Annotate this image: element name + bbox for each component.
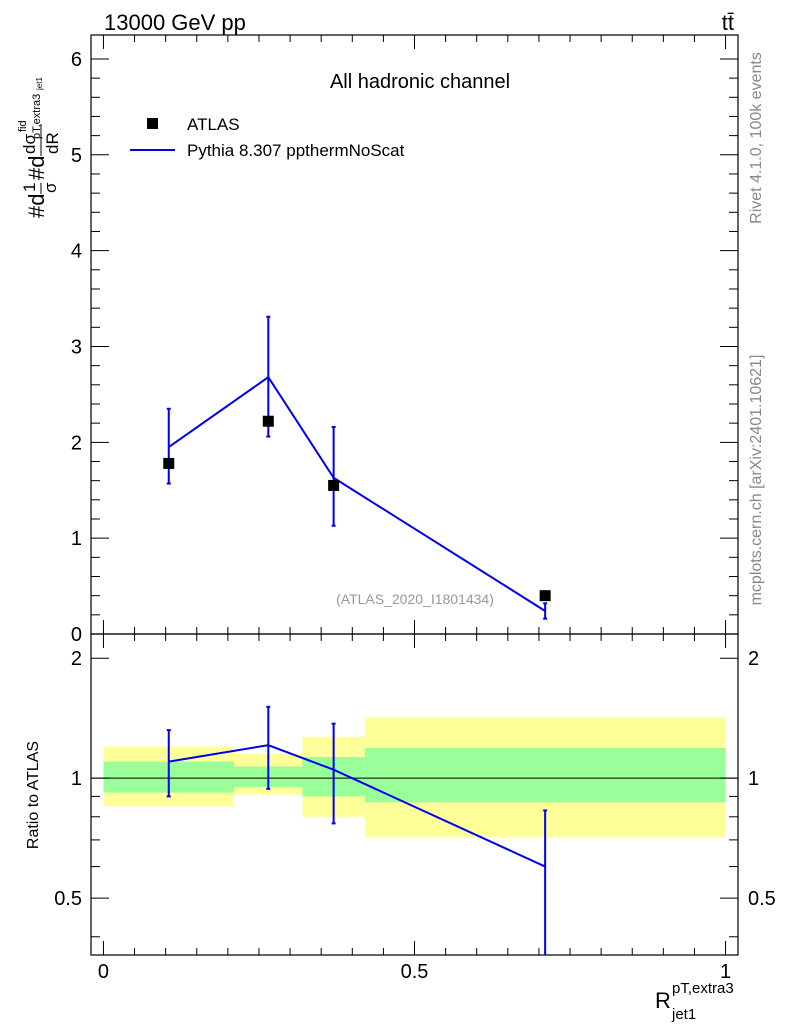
ratio-series-line — [168, 744, 546, 868]
y-tick-label-main: 3 — [71, 336, 82, 358]
analysis-label: (ATLAS_2020_I1801434) — [336, 591, 494, 607]
ylabel-prefix: #d — [24, 194, 49, 218]
legend-atlas-label: ATLAS — [187, 115, 240, 134]
legend-mc-label: Pythia 8.307 ppthermNoScat — [187, 141, 405, 160]
y-tick-label-ratio: 0.5 — [54, 888, 82, 910]
x-axis-label: R pT,extra3 jet1 — [655, 980, 734, 1023]
legend-atlas-marker — [147, 118, 158, 129]
x-tick-label: 0.5 — [401, 961, 429, 983]
x-tick-label: 0 — [98, 961, 109, 983]
x-tick-label: 1 — [720, 961, 731, 983]
ylabel-sub2: jet1 — [35, 77, 44, 91]
y-tick-label-main: 6 — [71, 49, 82, 71]
ylabel-frac1-num: 1 — [20, 183, 39, 192]
y-tick-label-ratio-right: 2 — [748, 648, 759, 670]
y-tick-label-ratio: 2 — [71, 648, 82, 670]
data-point — [262, 415, 274, 427]
main-panel: 0 1 2 3 4 5 6 — [71, 34, 739, 646]
mcplots-label: mcplots.cern.ch [arXiv:2401.10621] — [748, 355, 765, 606]
xlabel-sup: pT,extra3 — [672, 980, 734, 997]
y-tick-label-ratio-right: 1 — [748, 768, 759, 790]
ylabel-mid: #d — [24, 156, 49, 180]
ylabel-frac2-sup: fid — [17, 120, 29, 132]
y-tick-label-main: 5 — [71, 145, 82, 167]
y-tick-label-ratio: 1 — [71, 768, 82, 790]
data-point — [163, 457, 175, 469]
data-point — [328, 479, 340, 491]
xlabel-main: R — [655, 988, 671, 1013]
data-point — [539, 590, 551, 602]
y-tick-label-main: 1 — [71, 528, 82, 550]
y-axis-label-main: #d 1 σ #d dσ fid pT,extra3 jet1 dR — [17, 77, 62, 218]
y-tick-label-ratio-right: 0.5 — [748, 888, 776, 910]
ylabel-sub1: pT,extra3 — [31, 94, 43, 139]
collision-label: 13000 GeV pp — [104, 10, 246, 35]
process-label: tt̄ — [722, 10, 734, 35]
rivet-label: Rivet 4.1.0, 100k events — [748, 52, 765, 224]
ylabel-frac1-den: σ — [41, 182, 60, 193]
ratio-panel: 0 0.5 1 0.5 0.5 1 1 2 2 — [54, 633, 776, 983]
legend: ATLAS Pythia 8.307 ppthermNoScat — [130, 115, 405, 160]
chart-title: All hadronic channel — [330, 71, 510, 93]
ratio-band-green — [364, 748, 726, 803]
ylabel-frac2-num: dσ — [20, 134, 39, 154]
xlabel-sub: jet1 — [671, 1006, 696, 1023]
ylabel-frac2-den: dR — [43, 132, 62, 154]
y-tick-label-main: 0 — [71, 624, 82, 646]
mc-series-line — [168, 375, 546, 612]
y-tick-label-main: 2 — [71, 432, 82, 454]
y-tick-label-main: 4 — [71, 241, 82, 263]
y-axis-label-ratio: Ratio to ATLAS — [25, 741, 42, 849]
